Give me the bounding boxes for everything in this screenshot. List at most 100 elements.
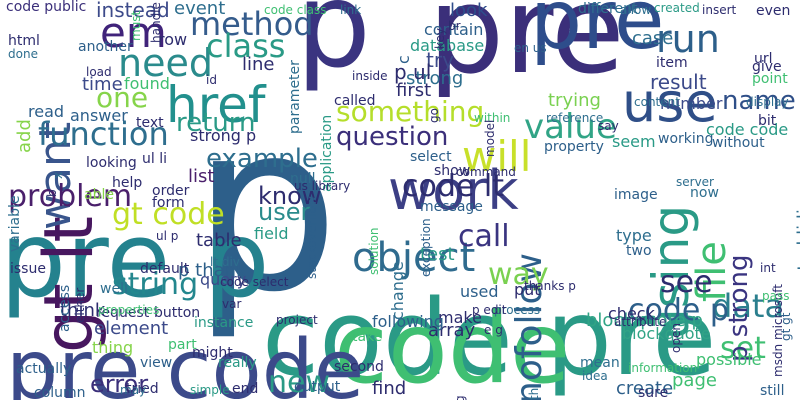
cloud-word: go (427, 107, 441, 123)
cloud-word: idea (582, 369, 608, 383)
cloud-word: test (420, 244, 455, 265)
cloud-word: actually (16, 361, 72, 377)
cloud-word: command (456, 165, 516, 179)
cloud-word: trying (548, 90, 601, 111)
cloud-word: path (527, 388, 541, 400)
cloud-word: inside (352, 69, 388, 83)
cloud-word: instance (194, 315, 254, 331)
cloud-word: question (336, 122, 449, 152)
cloud-word: mean (580, 355, 620, 371)
cloud-word: find (372, 378, 407, 399)
cloud-word: page (672, 370, 717, 391)
cloud-word: object (352, 235, 476, 281)
cloud-word: name (722, 86, 796, 116)
cloud-word: answer (70, 106, 128, 125)
cloud-word: project (276, 313, 318, 327)
cloud-word: use (622, 71, 718, 134)
cloud-word: within (474, 111, 511, 125)
cloud-word: blockquote (622, 324, 711, 343)
cloud-word: possible (696, 350, 762, 369)
cloud-word: number (660, 94, 723, 113)
cloud-word: give (752, 59, 782, 75)
cloud-word: array (428, 320, 476, 341)
cloud-word: now (690, 185, 719, 201)
cloud-word: look (450, 0, 488, 21)
cloud-word: solution (367, 227, 381, 275)
cloud-word: put (514, 280, 541, 299)
cloud-word: field (254, 224, 289, 243)
cloud-word: end (232, 381, 259, 397)
cloud-word: must (129, 10, 143, 41)
cloud-word: code code (706, 120, 789, 139)
cloud-word: created (654, 1, 700, 15)
cloud-word: property (544, 139, 604, 155)
cloud-word: button (154, 305, 201, 321)
cloud-word: tried (126, 381, 159, 397)
cloud-word: column (34, 385, 86, 400)
cloud-word: process (494, 303, 541, 317)
cloud-word: int (760, 261, 776, 275)
cloud-word: gt code (112, 197, 225, 232)
cloud-word: type (616, 226, 652, 245)
cloud-word: html (8, 33, 40, 49)
cloud-word: value (524, 107, 617, 147)
cloud-word: even (756, 3, 791, 19)
cloud-word: p edit (472, 303, 507, 317)
cloud-word: image (614, 187, 658, 203)
cloud-word: gt gt (779, 312, 793, 341)
cloud-word: code pre (262, 277, 717, 399)
cloud-word: part (168, 337, 197, 353)
cloud-word: will (462, 132, 532, 181)
cloud-word: us library (294, 179, 351, 193)
cloud-word: need (118, 41, 213, 85)
cloud-word: server (676, 175, 714, 189)
cloud-word: think (60, 300, 106, 321)
cloud-word: table (196, 230, 242, 251)
cloud-word: e g (484, 323, 503, 337)
cloud-word: reference (546, 111, 604, 125)
cloud-word: pre code (6, 323, 365, 400)
cloud-word: method (190, 5, 314, 43)
cloud-word: pass (762, 289, 790, 303)
cloud-word: function (38, 115, 169, 153)
cloud-word: time (82, 74, 123, 95)
cloud-word: p (192, 73, 340, 343)
cloud-word: ul li (142, 151, 167, 167)
cloud-word: looking (86, 155, 137, 171)
cloud-word: simple (190, 383, 230, 397)
cloud-word: thanks p (524, 279, 576, 293)
cloud-word: open (669, 322, 683, 353)
cloud-word: know (258, 182, 322, 210)
cloud-word: try (426, 48, 454, 72)
cloud-word: example (206, 144, 318, 174)
cloud-word: strong p (190, 126, 257, 145)
cloud-word: instead (96, 0, 170, 22)
cloud-word: control li li (794, 209, 800, 304)
cloud-word: well (100, 281, 128, 297)
cloud-word: text (136, 115, 164, 131)
cloud-word: form (152, 195, 185, 211)
cloud-word: insert (702, 3, 737, 17)
cloud-word: see (660, 265, 713, 300)
cloud-word: event (174, 0, 226, 19)
cloud-word: handle (149, 1, 163, 43)
cloud-word: stackoverflow (305, 195, 319, 279)
cloud-word: make (438, 308, 482, 327)
cloud-word: able (84, 187, 114, 203)
cloud-word: result (650, 70, 707, 94)
cloud-word: add (14, 119, 35, 154)
cloud-word: line (242, 54, 275, 75)
cloud-word: another (78, 39, 133, 55)
cloud-word: exception (419, 218, 433, 277)
cloud-word: database (410, 36, 485, 55)
cloud-word: done (8, 47, 38, 61)
cloud-word: take (352, 329, 383, 345)
cloud-word: read (28, 102, 65, 121)
cloud-word: select (410, 149, 452, 165)
cloud-word: lt div (210, 255, 240, 269)
cloud-word: view (140, 355, 173, 371)
cloud-word: access (57, 284, 73, 332)
cloud-word: p (296, 0, 371, 94)
cloud-word: second (334, 359, 384, 375)
